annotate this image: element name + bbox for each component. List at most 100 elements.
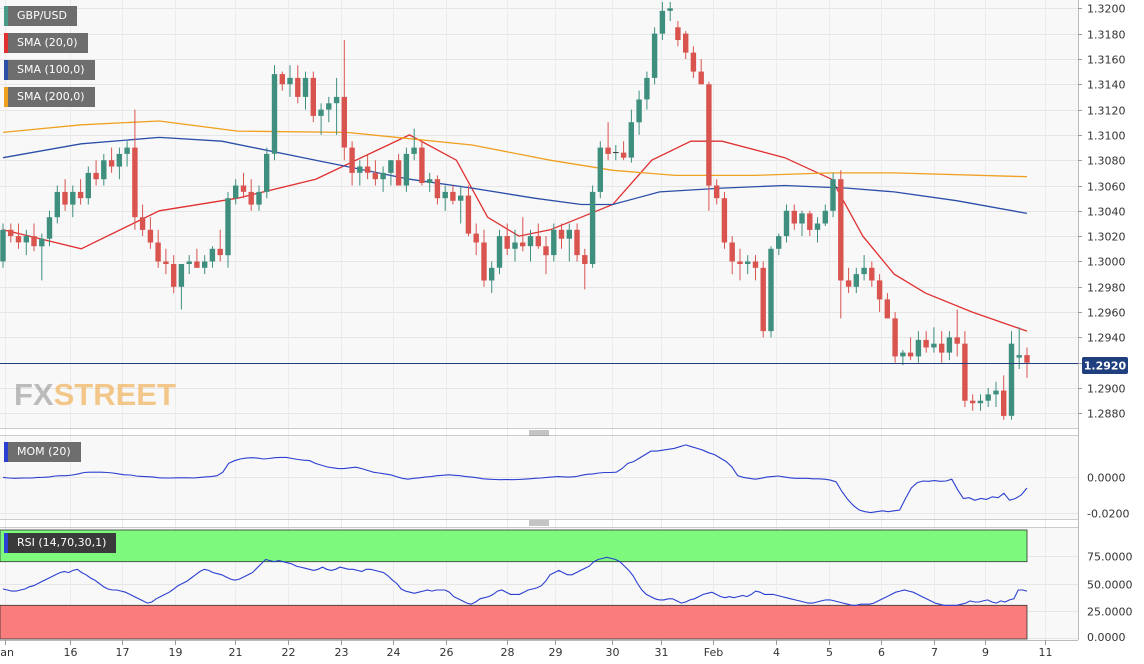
candle-down bbox=[605, 122, 611, 161]
candle-body bbox=[178, 264, 185, 287]
legend-gbpusd-swatch bbox=[4, 6, 8, 26]
legend-sma100[interactable]: SMA (100,0) bbox=[4, 60, 95, 80]
mom-indicator-text: MOM (20) bbox=[17, 445, 71, 458]
candle-body bbox=[535, 236, 541, 247]
legend-sma200[interactable]: SMA (200,0) bbox=[4, 87, 95, 107]
candle-body bbox=[737, 261, 743, 264]
candle-up bbox=[116, 147, 122, 180]
candle-up bbox=[644, 71, 650, 110]
candle-body bbox=[427, 179, 433, 183]
candle-down bbox=[504, 223, 510, 256]
candle-down bbox=[884, 293, 890, 319]
candle-down bbox=[838, 170, 844, 319]
candle-up bbox=[442, 185, 448, 211]
x-tick-label: 5 bbox=[826, 646, 833, 659]
candle-body bbox=[70, 191, 76, 205]
candle-down bbox=[395, 153, 402, 186]
candle-body bbox=[279, 74, 285, 85]
mom-indicator-label[interactable]: MOM (20) bbox=[4, 442, 81, 462]
candle-body bbox=[101, 160, 107, 180]
candle-down bbox=[93, 160, 99, 186]
candle-body bbox=[954, 337, 960, 344]
candle-up bbox=[814, 217, 821, 243]
candle-body bbox=[496, 236, 503, 268]
candle-down bbox=[1024, 347, 1030, 378]
mom-indicator-swatch bbox=[4, 442, 8, 462]
candle-body bbox=[372, 172, 378, 180]
candle-down bbox=[954, 309, 960, 357]
candle-body bbox=[698, 71, 704, 85]
candle-body bbox=[745, 261, 751, 264]
candle-down bbox=[8, 223, 14, 243]
candle-body bbox=[970, 400, 976, 404]
rsi-y-tick-label: 25.0000 bbox=[1087, 606, 1133, 619]
candle-body bbox=[589, 191, 596, 264]
candle-down bbox=[77, 179, 84, 205]
candle-body bbox=[900, 352, 906, 357]
candle-up bbox=[333, 77, 340, 135]
price-mom-splitter-handle[interactable] bbox=[529, 430, 549, 436]
candle-up bbox=[287, 65, 293, 97]
candle-down bbox=[217, 229, 223, 262]
candle-down bbox=[163, 248, 169, 275]
candle-body bbox=[783, 210, 790, 237]
candle-up bbox=[527, 229, 534, 262]
candle-up bbox=[318, 103, 324, 135]
candle-up bbox=[628, 109, 634, 163]
candle-body bbox=[124, 147, 130, 154]
x-tick-label: 21 bbox=[229, 646, 243, 659]
candle-body bbox=[271, 74, 278, 154]
price-y-tick-label: 1.3100 bbox=[1087, 130, 1126, 143]
x-tick-label: 17 bbox=[116, 646, 130, 659]
price-y-tick-label: 1.3160 bbox=[1087, 54, 1126, 67]
candle-up bbox=[636, 90, 642, 135]
candle-body bbox=[155, 242, 161, 262]
legend-sma20[interactable]: SMA (20,0) bbox=[4, 33, 88, 53]
candle-body bbox=[62, 191, 68, 205]
candle-body bbox=[139, 217, 146, 230]
candle-up bbox=[46, 210, 53, 247]
candle-up bbox=[946, 331, 953, 361]
watermark-logo-fx: FX bbox=[14, 377, 54, 412]
candle-up bbox=[853, 267, 859, 294]
candle-up bbox=[403, 147, 410, 192]
x-tick-label: 16 bbox=[64, 646, 78, 659]
candle-down bbox=[62, 179, 68, 211]
candle-down bbox=[675, 21, 681, 47]
candle-down bbox=[520, 217, 526, 252]
current-price-text: 1.2920 bbox=[1084, 360, 1127, 373]
candle-body bbox=[248, 191, 254, 205]
candle-down bbox=[970, 394, 976, 411]
candle-body bbox=[830, 179, 836, 211]
candle-body bbox=[132, 147, 138, 218]
candle-body bbox=[845, 280, 852, 287]
candle-body bbox=[395, 160, 402, 186]
legend-gbpusd[interactable]: GBP/USD bbox=[4, 6, 77, 26]
rsi-indicator-label[interactable]: RSI (14,70,30,1) bbox=[4, 533, 117, 553]
candle-down bbox=[341, 40, 347, 161]
candle-body bbox=[869, 267, 875, 281]
candle-up bbox=[931, 327, 937, 353]
candle-up bbox=[985, 388, 991, 407]
candle-body bbox=[411, 147, 417, 154]
rsi-line bbox=[2, 556, 1028, 606]
candle-down bbox=[683, 31, 689, 59]
candle-body bbox=[163, 261, 169, 264]
candle-body bbox=[481, 242, 487, 281]
candle-body bbox=[675, 27, 681, 40]
candle-down bbox=[279, 71, 285, 91]
candle-up bbox=[264, 147, 270, 199]
candle-body bbox=[0, 229, 6, 262]
candle-up bbox=[302, 71, 309, 110]
candle-up bbox=[589, 185, 596, 268]
candle-up bbox=[70, 185, 76, 218]
x-tick-label: 24 bbox=[387, 646, 401, 659]
mom-rsi-splitter-handle[interactable] bbox=[529, 520, 549, 526]
candle-body bbox=[946, 337, 953, 353]
candle-down bbox=[752, 255, 759, 281]
candle-down bbox=[372, 160, 378, 186]
candle-down bbox=[155, 229, 161, 268]
candle-down bbox=[240, 172, 247, 199]
candle-body bbox=[512, 242, 518, 249]
